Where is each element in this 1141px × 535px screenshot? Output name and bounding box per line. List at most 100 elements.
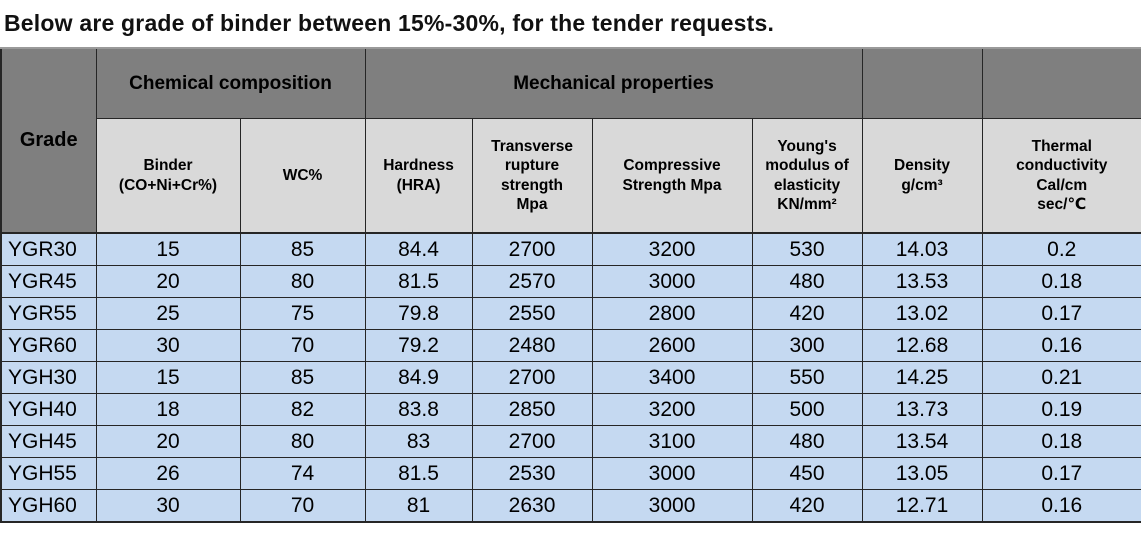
value-cell: 550 — [751, 361, 863, 394]
column-header-transverse-rupture: Transverse rupture strength Mpa — [471, 118, 593, 234]
value-cell: 13.05 — [861, 457, 983, 490]
grade-cell: YGH45 — [0, 425, 97, 458]
value-cell: 79.2 — [364, 329, 473, 362]
table-row: YGH55 26 74 81.5 2530 3000 450 13.05 0.17 — [0, 457, 1141, 490]
value-cell: 3200 — [591, 393, 753, 426]
value-cell: 0.16 — [981, 329, 1141, 362]
value-cell: 300 — [751, 329, 863, 362]
value-cell: 0.18 — [981, 265, 1141, 298]
value-cell: 20 — [95, 425, 241, 458]
value-cell: 0.2 — [981, 232, 1141, 266]
header-sub-row: Binder (CO+Ni+Cr%) WC% Hardness (HRA) Tr… — [1, 118, 1141, 234]
table-header: Grade Chemical composition Mechanical pr… — [0, 47, 1141, 234]
value-cell: 83 — [364, 425, 473, 458]
column-header-binder: Binder (CO+Ni+Cr%) — [95, 118, 241, 234]
value-cell: 70 — [239, 489, 366, 523]
column-header-grade: Grade — [0, 47, 97, 234]
value-cell: 84.9 — [364, 361, 473, 394]
table-row: YGR60 30 70 79.2 2480 2600 300 12.68 0.16 — [0, 329, 1141, 362]
value-cell: 18 — [95, 393, 241, 426]
group-header-mechanical-properties: Mechanical properties — [364, 47, 863, 119]
value-cell: 14.25 — [861, 361, 983, 394]
grade-cell: YGR55 — [0, 297, 97, 330]
value-cell: 0.17 — [981, 457, 1141, 490]
value-cell: 3000 — [591, 265, 753, 298]
value-cell: 75 — [239, 297, 366, 330]
value-cell: 0.16 — [981, 489, 1141, 523]
grade-cell: YGH60 — [0, 489, 97, 523]
value-cell: 81.5 — [364, 265, 473, 298]
value-cell: 480 — [751, 265, 863, 298]
value-cell: 2800 — [591, 297, 753, 330]
table-row: YGR45 20 80 81.5 2570 3000 480 13.53 0.18 — [0, 265, 1141, 298]
value-cell: 0.18 — [981, 425, 1141, 458]
value-cell: 3400 — [591, 361, 753, 394]
value-cell: 2700 — [471, 425, 593, 458]
value-cell: 450 — [751, 457, 863, 490]
column-header-hardness: Hardness (HRA) — [364, 118, 473, 234]
value-cell: 2530 — [471, 457, 593, 490]
table-row: YGR30 15 85 84.4 2700 3200 530 14.03 0.2 — [0, 232, 1141, 266]
column-header-wc: WC% — [239, 118, 366, 234]
grade-cell: YGH55 — [0, 457, 97, 490]
value-cell: 420 — [751, 297, 863, 330]
value-cell: 15 — [95, 361, 241, 394]
empty-header-cell-density — [861, 47, 983, 119]
value-cell: 0.17 — [981, 297, 1141, 330]
value-cell: 15 — [95, 232, 241, 266]
grade-cell: YGR45 — [0, 265, 97, 298]
value-cell: 2700 — [471, 361, 593, 394]
value-cell: 80 — [239, 425, 366, 458]
table-body: YGR30 15 85 84.4 2700 3200 530 14.03 0.2 YGR45 20 8… — [0, 232, 1141, 523]
value-cell: 0.19 — [981, 393, 1141, 426]
binder-grades-table: Grade Chemical composition Mechanical pr… — [0, 47, 1141, 523]
value-cell: 13.02 — [861, 297, 983, 330]
value-cell: 70 — [239, 329, 366, 362]
table-row: YGH40 18 82 83.8 2850 3200 500 13.73 0.19 — [0, 393, 1141, 426]
empty-header-cell-thermal — [981, 47, 1141, 119]
value-cell: 80 — [239, 265, 366, 298]
value-cell: 530 — [751, 232, 863, 266]
grade-cell: YGR60 — [0, 329, 97, 362]
table-row: YGR55 25 75 79.8 2550 2800 420 13.02 0.17 — [0, 297, 1141, 330]
value-cell: 30 — [95, 489, 241, 523]
column-header-density: Density g/cm³ — [861, 118, 983, 234]
value-cell: 2480 — [471, 329, 593, 362]
value-cell: 81.5 — [364, 457, 473, 490]
column-header-youngs-modulus: Young's modulus of elasticity KN/mm² — [751, 118, 863, 234]
value-cell: 85 — [239, 232, 366, 266]
value-cell: 2700 — [471, 232, 593, 266]
value-cell: 83.8 — [364, 393, 473, 426]
value-cell: 500 — [751, 393, 863, 426]
value-cell: 82 — [239, 393, 366, 426]
value-cell: 3000 — [591, 457, 753, 490]
table-row: YGH45 20 80 83 2700 3100 480 13.54 0.18 — [0, 425, 1141, 458]
header-group-row: Grade Chemical composition Mechanical pr… — [0, 47, 1141, 234]
value-cell: 74 — [239, 457, 366, 490]
value-cell: 84.4 — [364, 232, 473, 266]
group-header-chemical-composition: Chemical composition — [95, 47, 366, 119]
value-cell: 13.53 — [861, 265, 983, 298]
value-cell: 480 — [751, 425, 863, 458]
value-cell: 2570 — [471, 265, 593, 298]
value-cell: 81 — [364, 489, 473, 523]
value-cell: 13.73 — [861, 393, 983, 426]
grade-cell: YGR30 — [0, 232, 97, 266]
value-cell: 13.54 — [861, 425, 983, 458]
value-cell: 30 — [95, 329, 241, 362]
value-cell: 20 — [95, 265, 241, 298]
value-cell: 2600 — [591, 329, 753, 362]
value-cell: 420 — [751, 489, 863, 523]
column-header-thermal-conductivity: Thermal conductivity Cal/cm sec/℃ — [981, 118, 1141, 234]
value-cell: 85 — [239, 361, 366, 394]
page-title: Below are grade of binder between 15%-30… — [4, 10, 775, 36]
value-cell: 25 — [95, 297, 241, 330]
value-cell: 12.68 — [861, 329, 983, 362]
value-cell: 3100 — [591, 425, 753, 458]
table-row: YGH60 30 70 81 2630 3000 420 12.71 0.16 — [0, 489, 1141, 523]
value-cell: 79.8 — [364, 297, 473, 330]
grade-cell: YGH30 — [0, 361, 97, 394]
column-header-compressive-strength: Compressive Strength Mpa — [591, 118, 753, 234]
value-cell: 2550 — [471, 297, 593, 330]
value-cell: 2850 — [471, 393, 593, 426]
